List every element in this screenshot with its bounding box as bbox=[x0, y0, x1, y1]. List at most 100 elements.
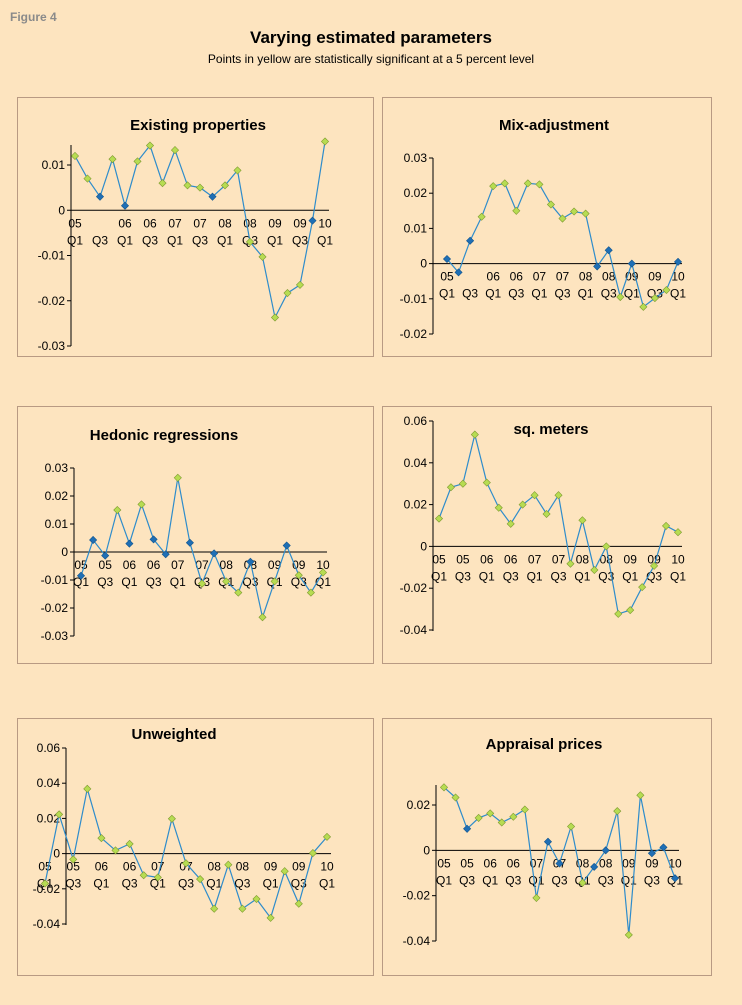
figure-label: Figure 4 bbox=[10, 10, 57, 24]
chart-title: Hedonic regressions bbox=[90, 427, 238, 444]
data-point bbox=[125, 539, 134, 548]
data-point-significant bbox=[322, 832, 332, 841]
data-point-significant bbox=[482, 478, 491, 487]
y-tick-label: -0.01 bbox=[38, 249, 66, 263]
y-tick-label: 0.03 bbox=[45, 461, 69, 475]
y-tick-label: 0.02 bbox=[404, 498, 428, 512]
y-tick-label: -0.01 bbox=[400, 292, 428, 306]
y-tick-label: -0.03 bbox=[41, 629, 69, 643]
data-point-significant bbox=[650, 294, 659, 303]
data-point-significant bbox=[542, 509, 551, 519]
data-point-significant bbox=[69, 855, 78, 864]
data-point-significant bbox=[500, 179, 509, 188]
data-point-significant bbox=[183, 181, 192, 190]
data-point-significant bbox=[639, 302, 648, 311]
data-point-significant bbox=[554, 491, 563, 500]
x-tick-label-year: 07 bbox=[193, 216, 207, 230]
chart-svg: Hedonic regressions 0.03 0.02 0.01 0 -0.01 -0.… bbox=[41, 427, 332, 643]
x-tick-label-quarter: Q1 bbox=[482, 873, 498, 887]
data-point bbox=[246, 557, 255, 566]
data-point-significant bbox=[636, 791, 645, 800]
data-point-significant bbox=[295, 280, 305, 289]
data-point-significant bbox=[139, 871, 148, 880]
data-point-significant bbox=[70, 151, 80, 160]
data-point bbox=[670, 874, 680, 883]
x-tick-label-quarter: Q1 bbox=[574, 569, 590, 583]
data-point-significant bbox=[489, 182, 498, 191]
x-tick-label-year: 07 bbox=[530, 856, 544, 870]
data-point bbox=[208, 192, 217, 201]
data-point-significant bbox=[446, 483, 455, 492]
x-tick-label-year: 10 bbox=[316, 558, 330, 572]
y-tick-label: -0.01 bbox=[41, 573, 69, 587]
data-point bbox=[466, 236, 475, 245]
x-tick-label-quarter: Q1 bbox=[439, 287, 455, 301]
data-point-significant bbox=[222, 577, 231, 586]
x-tick-label-quarter: Q3 bbox=[192, 233, 208, 247]
data-point-significant bbox=[616, 293, 625, 302]
x-tick-label-year: 08 bbox=[579, 270, 593, 284]
data-point-significant bbox=[624, 930, 633, 939]
x-tick-label-quarter: Q3 bbox=[601, 287, 617, 301]
x-tick-label-year: 05 bbox=[440, 270, 454, 284]
data-point-significant bbox=[434, 514, 444, 523]
data-point-significant bbox=[234, 588, 243, 597]
x-tick-label-quarter: Q3 bbox=[508, 287, 524, 301]
data-point-significant bbox=[55, 810, 64, 819]
data-point bbox=[463, 824, 472, 833]
data-point-significant bbox=[474, 813, 483, 822]
x-tick-label-quarter: Q1 bbox=[206, 877, 222, 891]
data-point-significant bbox=[125, 839, 134, 848]
data-point-significant bbox=[614, 609, 623, 618]
data-point-significant bbox=[520, 805, 529, 814]
x-tick-label-year: 08 bbox=[600, 552, 614, 566]
data-point-significant bbox=[210, 904, 219, 913]
data-point-significant bbox=[258, 252, 267, 261]
data-point bbox=[185, 538, 194, 547]
x-tick-label-year: 09 bbox=[268, 558, 282, 572]
x-tick-label-quarter: Q1 bbox=[267, 233, 283, 247]
x-tick-label-quarter: Q3 bbox=[503, 569, 519, 583]
x-tick-label-year: 08 bbox=[599, 856, 613, 870]
data-point-significant bbox=[518, 500, 527, 509]
x-tick-label-year: 08 bbox=[576, 552, 590, 566]
x-tick-label-quarter: Q1 bbox=[479, 569, 495, 583]
data-point-significant bbox=[224, 860, 233, 869]
figure-title: Varying estimated parameters bbox=[250, 28, 492, 47]
x-tick-label-year: 06 bbox=[123, 860, 137, 874]
x-tick-label-year: 06 bbox=[507, 856, 521, 870]
x-tick-label-year: 09 bbox=[292, 860, 306, 874]
x-tick-label-quarter: Q3 bbox=[598, 873, 614, 887]
x-tick-label-year: 06 bbox=[118, 216, 132, 230]
x-tick-label-quarter: Q1 bbox=[317, 233, 333, 247]
x-tick-label-quarter: Q3 bbox=[554, 287, 570, 301]
x-tick-label-quarter: Q1 bbox=[622, 569, 638, 583]
x-tick-label-year: 06 bbox=[95, 860, 109, 874]
x-tick-label-quarter: Q1 bbox=[436, 873, 452, 887]
data-point-significant bbox=[546, 200, 555, 209]
data-point-significant bbox=[133, 157, 142, 166]
chart-title: sq. meters bbox=[513, 421, 588, 438]
data-point bbox=[210, 549, 219, 558]
data-point-significant bbox=[83, 174, 92, 183]
data-point bbox=[95, 192, 105, 201]
x-tick-label-quarter: Q1 bbox=[150, 877, 166, 891]
y-tick-label: -0.02 bbox=[400, 581, 428, 595]
data-point bbox=[647, 849, 656, 858]
x-tick-label-year: 10 bbox=[668, 856, 682, 870]
data-point-significant bbox=[40, 879, 50, 888]
data-point bbox=[454, 268, 463, 277]
chart-panel-hedonic-regressions: Hedonic regressions 0.03 0.02 0.01 0 -0.01 -0.… bbox=[17, 406, 374, 664]
data-point bbox=[673, 257, 683, 266]
x-tick-label-year: 08 bbox=[208, 860, 222, 874]
x-tick-label-year: 05 bbox=[456, 552, 470, 566]
data-point-significant bbox=[308, 849, 317, 858]
data-point bbox=[543, 837, 552, 846]
data-point bbox=[120, 201, 130, 210]
data-point bbox=[149, 535, 158, 544]
data-point-significant bbox=[233, 166, 242, 175]
data-point-significant bbox=[258, 613, 267, 622]
data-point-significant bbox=[458, 479, 467, 488]
x-tick-label-quarter: Q3 bbox=[65, 877, 81, 891]
x-tick-label-quarter: Q1 bbox=[527, 569, 543, 583]
